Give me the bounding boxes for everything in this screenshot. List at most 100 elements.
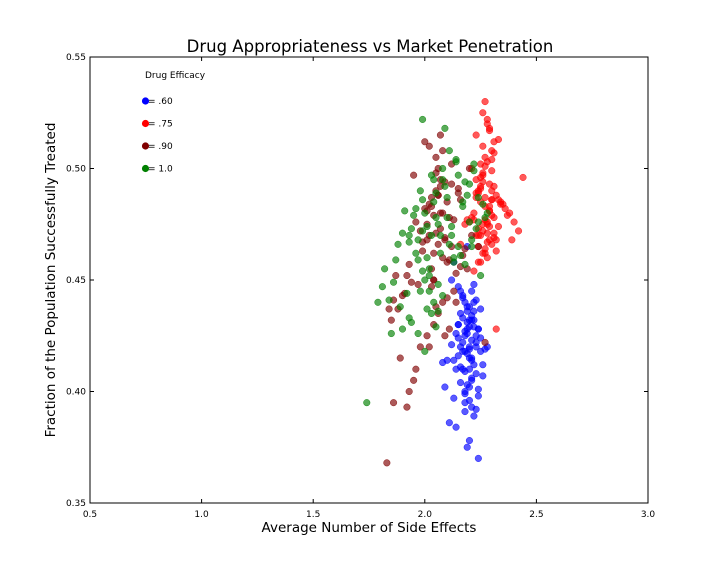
y-tick-label: 0.45	[66, 276, 86, 286]
data-point	[421, 276, 429, 284]
data-point	[436, 249, 444, 257]
data-point	[474, 187, 482, 195]
data-point	[514, 227, 523, 235]
data-point	[477, 347, 485, 355]
data-point	[479, 200, 487, 208]
data-point	[383, 459, 391, 467]
data-point	[412, 365, 420, 373]
data-point	[461, 408, 469, 416]
data-point	[432, 189, 440, 197]
data-point	[448, 276, 456, 284]
data-point	[481, 193, 489, 202]
data-point	[448, 341, 456, 349]
data-point	[479, 142, 487, 150]
data-point	[459, 338, 467, 346]
data-point	[454, 283, 462, 291]
y-axis-label: Fraction of the Population Successfully …	[43, 123, 59, 438]
data-point	[405, 260, 413, 268]
data-point	[454, 321, 462, 329]
legend-marker	[141, 164, 150, 173]
data-point	[414, 329, 422, 338]
data-point	[488, 167, 496, 175]
data-point	[425, 287, 433, 295]
data-point	[481, 98, 489, 106]
data-point	[448, 180, 456, 188]
data-point	[483, 209, 491, 217]
data-point	[419, 267, 427, 275]
data-point	[452, 423, 460, 431]
data-point	[474, 218, 482, 226]
data-point	[472, 225, 480, 233]
data-point	[412, 205, 420, 213]
data-point	[454, 243, 462, 251]
axis-ticks: 0.5 1.0 1.5 2.0 2.5 3.0 0.35 0.40 0.45 0.50 0.55	[66, 53, 655, 520]
data-point	[452, 156, 460, 164]
data-point	[392, 256, 400, 264]
data-point	[441, 182, 449, 190]
data-point	[459, 365, 467, 373]
data-point	[494, 135, 503, 144]
data-point	[470, 160, 478, 168]
data-point	[472, 296, 480, 304]
data-point	[477, 160, 485, 168]
data-point	[439, 147, 447, 155]
data-point	[510, 218, 518, 226]
data-point	[403, 403, 411, 411]
data-point	[421, 209, 429, 217]
data-point	[405, 387, 413, 396]
data-point	[452, 269, 460, 277]
data-point	[494, 222, 503, 231]
data-point	[463, 329, 471, 338]
data-point	[419, 247, 427, 255]
legend-label: = .60	[148, 97, 173, 107]
data-point	[436, 209, 444, 217]
data-point	[430, 276, 438, 284]
data-point	[519, 173, 527, 181]
data-point	[416, 343, 424, 351]
data-point	[474, 392, 482, 400]
data-point	[485, 236, 494, 244]
data-point	[374, 298, 382, 306]
data-point	[401, 207, 409, 215]
data-point	[465, 180, 473, 188]
data-point	[414, 280, 422, 289]
data-point	[419, 227, 427, 235]
data-point	[427, 231, 436, 239]
legend-items: = .60 = .75 = .90 = 1.0	[141, 97, 173, 175]
data-point	[396, 303, 404, 311]
data-point	[479, 249, 487, 257]
data-point	[363, 399, 371, 407]
data-point	[479, 361, 487, 369]
y-tick-label: 0.55	[66, 53, 86, 63]
data-point	[450, 254, 458, 262]
data-point	[432, 323, 440, 331]
data-point	[430, 198, 438, 206]
data-point	[392, 271, 400, 280]
data-point	[445, 240, 453, 248]
data-point	[394, 240, 402, 248]
data-point	[434, 307, 442, 315]
data-point	[385, 296, 393, 304]
data-point	[474, 385, 482, 393]
data-point	[416, 287, 424, 295]
data-point	[450, 394, 458, 402]
data-point	[414, 256, 422, 264]
data-point	[423, 305, 431, 313]
data-point	[425, 343, 433, 351]
data-point	[459, 198, 467, 206]
data-point	[441, 332, 449, 340]
data-point	[405, 314, 413, 322]
data-point	[436, 131, 444, 139]
data-point	[430, 298, 438, 306]
data-point	[479, 372, 487, 380]
data-point	[472, 370, 480, 378]
data-point	[452, 298, 460, 306]
x-tick-label: 2.5	[529, 510, 543, 520]
data-point	[474, 258, 482, 266]
data-point	[459, 292, 467, 300]
x-tick-label: 2.0	[418, 510, 433, 520]
data-point	[445, 147, 453, 155]
legend-marker	[141, 119, 150, 128]
data-point	[465, 437, 473, 445]
data-point	[483, 254, 491, 262]
